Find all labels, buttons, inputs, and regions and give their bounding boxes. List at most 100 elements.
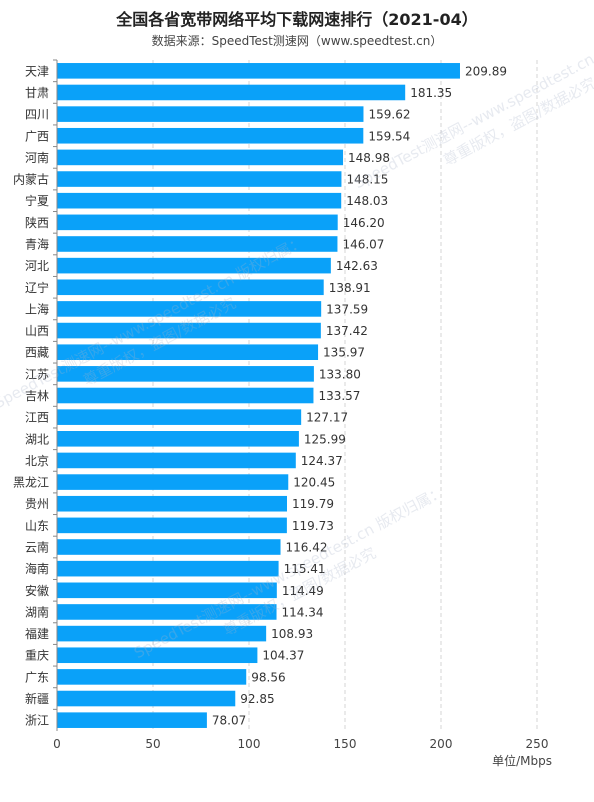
category-labels: 天津甘肃四川广西河南内蒙古宁夏陕西青海河北辽宁上海山西西藏江苏吉林江西湖北北京黑… [13, 64, 49, 727]
category-label: 新疆 [25, 691, 49, 706]
bar [57, 84, 406, 101]
x-axis-label: 单位/Mbps [492, 753, 552, 768]
bar [57, 344, 319, 361]
category-label: 黑龙江 [13, 476, 49, 490]
chart-title: 全国各省宽带网络平均下载网速排行（2021-04） [116, 10, 478, 29]
bar [57, 669, 247, 685]
category-label: 陕西 [25, 215, 49, 230]
category-label: 贵州 [25, 497, 49, 511]
bar [57, 387, 314, 404]
bar [57, 474, 289, 490]
value-label: 159.54 [368, 129, 410, 143]
value-label: 114.34 [282, 605, 324, 619]
bar [57, 430, 299, 447]
value-label: 137.59 [326, 302, 368, 316]
bar [57, 452, 296, 469]
category-label: 天津 [25, 64, 49, 78]
bar [57, 495, 287, 512]
bar [57, 171, 342, 187]
value-label: 127.17 [306, 411, 348, 425]
bar [57, 106, 364, 122]
value-label: 138.91 [329, 281, 371, 295]
value-label: 98.56 [251, 670, 285, 684]
value-label: 120.45 [293, 476, 335, 490]
category-label: 河南 [25, 150, 49, 165]
bar [57, 517, 287, 534]
bar [57, 236, 338, 252]
value-label: 148.03 [346, 194, 388, 208]
value-label: 135.97 [323, 346, 365, 360]
bar [57, 366, 314, 382]
category-label: 宁夏 [25, 193, 49, 208]
value-label: 142.63 [336, 259, 378, 273]
bar [57, 539, 281, 555]
x-tick-label: 0 [53, 737, 61, 751]
category-label: 吉林 [25, 389, 49, 403]
category-label: 上海 [25, 301, 49, 316]
category-label: 重庆 [25, 649, 49, 663]
bar [57, 409, 302, 425]
bar [57, 604, 277, 620]
category-label: 湖北 [25, 431, 49, 446]
value-label: 146.07 [342, 237, 384, 251]
category-label: 甘肃 [25, 86, 49, 100]
value-label: 119.79 [292, 497, 334, 511]
bar [57, 712, 207, 728]
bar [57, 279, 324, 296]
bar [57, 582, 277, 599]
value-label: 137.42 [326, 324, 368, 338]
bar [57, 647, 258, 664]
category-label: 江苏 [25, 367, 49, 381]
category-label: 西藏 [25, 346, 49, 360]
bar [57, 690, 236, 707]
bar [57, 301, 322, 317]
value-label: 108.93 [271, 627, 313, 641]
bar [57, 625, 267, 642]
x-tick-label: 200 [430, 737, 453, 751]
value-label: 133.80 [319, 367, 361, 381]
value-label: 92.85 [240, 692, 274, 706]
bar [57, 127, 364, 144]
value-label: 148.15 [346, 173, 388, 187]
x-tick-label: 100 [238, 737, 261, 751]
value-label: 115.41 [284, 562, 326, 576]
value-label: 78.07 [212, 714, 246, 728]
value-label: 125.99 [304, 432, 346, 446]
value-label: 159.62 [368, 108, 410, 122]
value-label: 114.49 [282, 584, 324, 598]
bars [57, 63, 460, 728]
bar [57, 192, 342, 209]
category-label: 湖南 [25, 604, 49, 619]
value-label: 133.57 [318, 389, 360, 403]
x-tick-label: 150 [334, 737, 357, 751]
bar [57, 560, 279, 577]
category-label: 浙江 [25, 714, 49, 728]
value-label: 146.20 [343, 216, 385, 230]
bar [57, 257, 331, 274]
value-label: 209.89 [465, 64, 507, 78]
category-label: 海南 [25, 561, 49, 576]
category-label: 青海 [25, 236, 49, 251]
chart-subtitle: 数据来源：SpeedTest测速网（www.speedtest.cn） [151, 34, 443, 48]
value-label: 104.37 [262, 649, 304, 663]
bar [57, 214, 338, 231]
category-label: 辽宁 [25, 280, 49, 295]
category-label: 山东 [25, 519, 49, 533]
x-tick-label: 250 [526, 737, 549, 751]
value-label: 116.42 [286, 541, 328, 555]
x-tick-label: 50 [145, 737, 160, 751]
category-label: 内蒙古 [13, 172, 49, 187]
bar [57, 63, 460, 79]
category-label: 江西 [25, 411, 49, 425]
bar [57, 322, 321, 339]
value-label: 181.35 [410, 86, 452, 100]
bar [57, 149, 344, 166]
category-label: 安徽 [25, 583, 49, 598]
category-label: 河北 [25, 259, 49, 273]
value-label: 124.37 [301, 454, 343, 468]
category-label: 广东 [25, 670, 49, 684]
category-label: 广西 [25, 129, 49, 143]
category-label: 北京 [25, 454, 49, 468]
